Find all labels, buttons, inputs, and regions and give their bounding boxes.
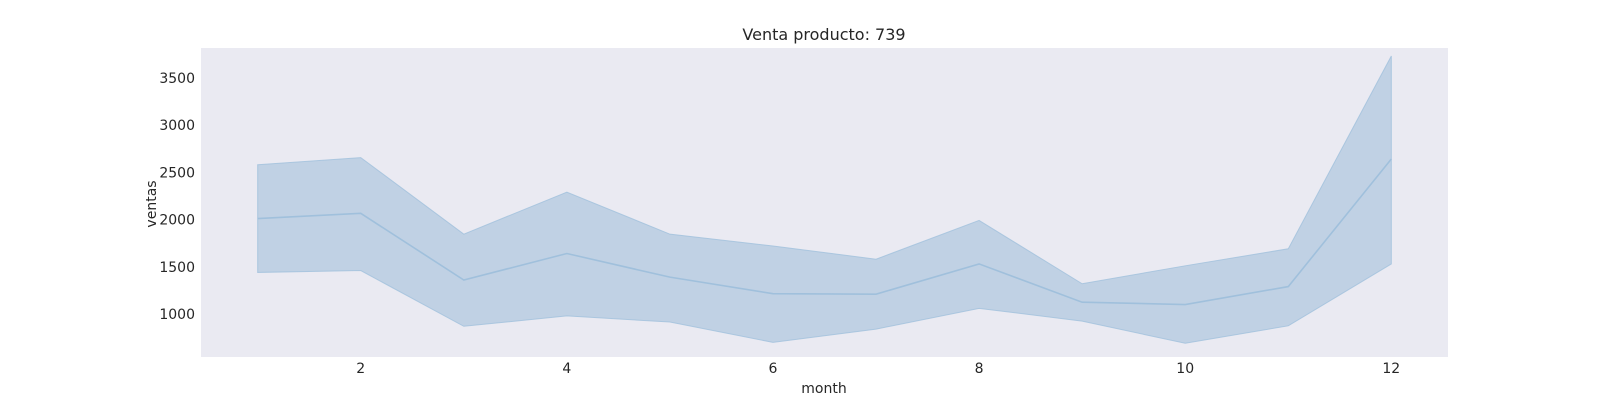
series-line <box>257 158 1392 306</box>
x-tick-label: 2 <box>356 361 365 377</box>
chart-title: Venta producto: 739 <box>742 25 905 44</box>
confidence-band <box>257 55 1392 344</box>
y-tick-label: 2500 <box>159 165 195 181</box>
y-tick-label: 2000 <box>159 213 195 229</box>
x-axis-label: month <box>801 381 846 397</box>
x-tick-label: 8 <box>975 361 984 377</box>
x-tick-label: 4 <box>562 361 571 377</box>
y-tick-label: 3000 <box>159 118 195 134</box>
y-tick-label: 1500 <box>159 260 195 276</box>
x-tick-label: 10 <box>1176 361 1194 377</box>
x-tick-label: 6 <box>769 361 778 377</box>
y-tick-label: 3500 <box>159 71 195 87</box>
y-axis-label: ventas <box>144 180 160 227</box>
x-tick-label: 12 <box>1382 361 1400 377</box>
y-tick-label: 1000 <box>159 307 195 323</box>
